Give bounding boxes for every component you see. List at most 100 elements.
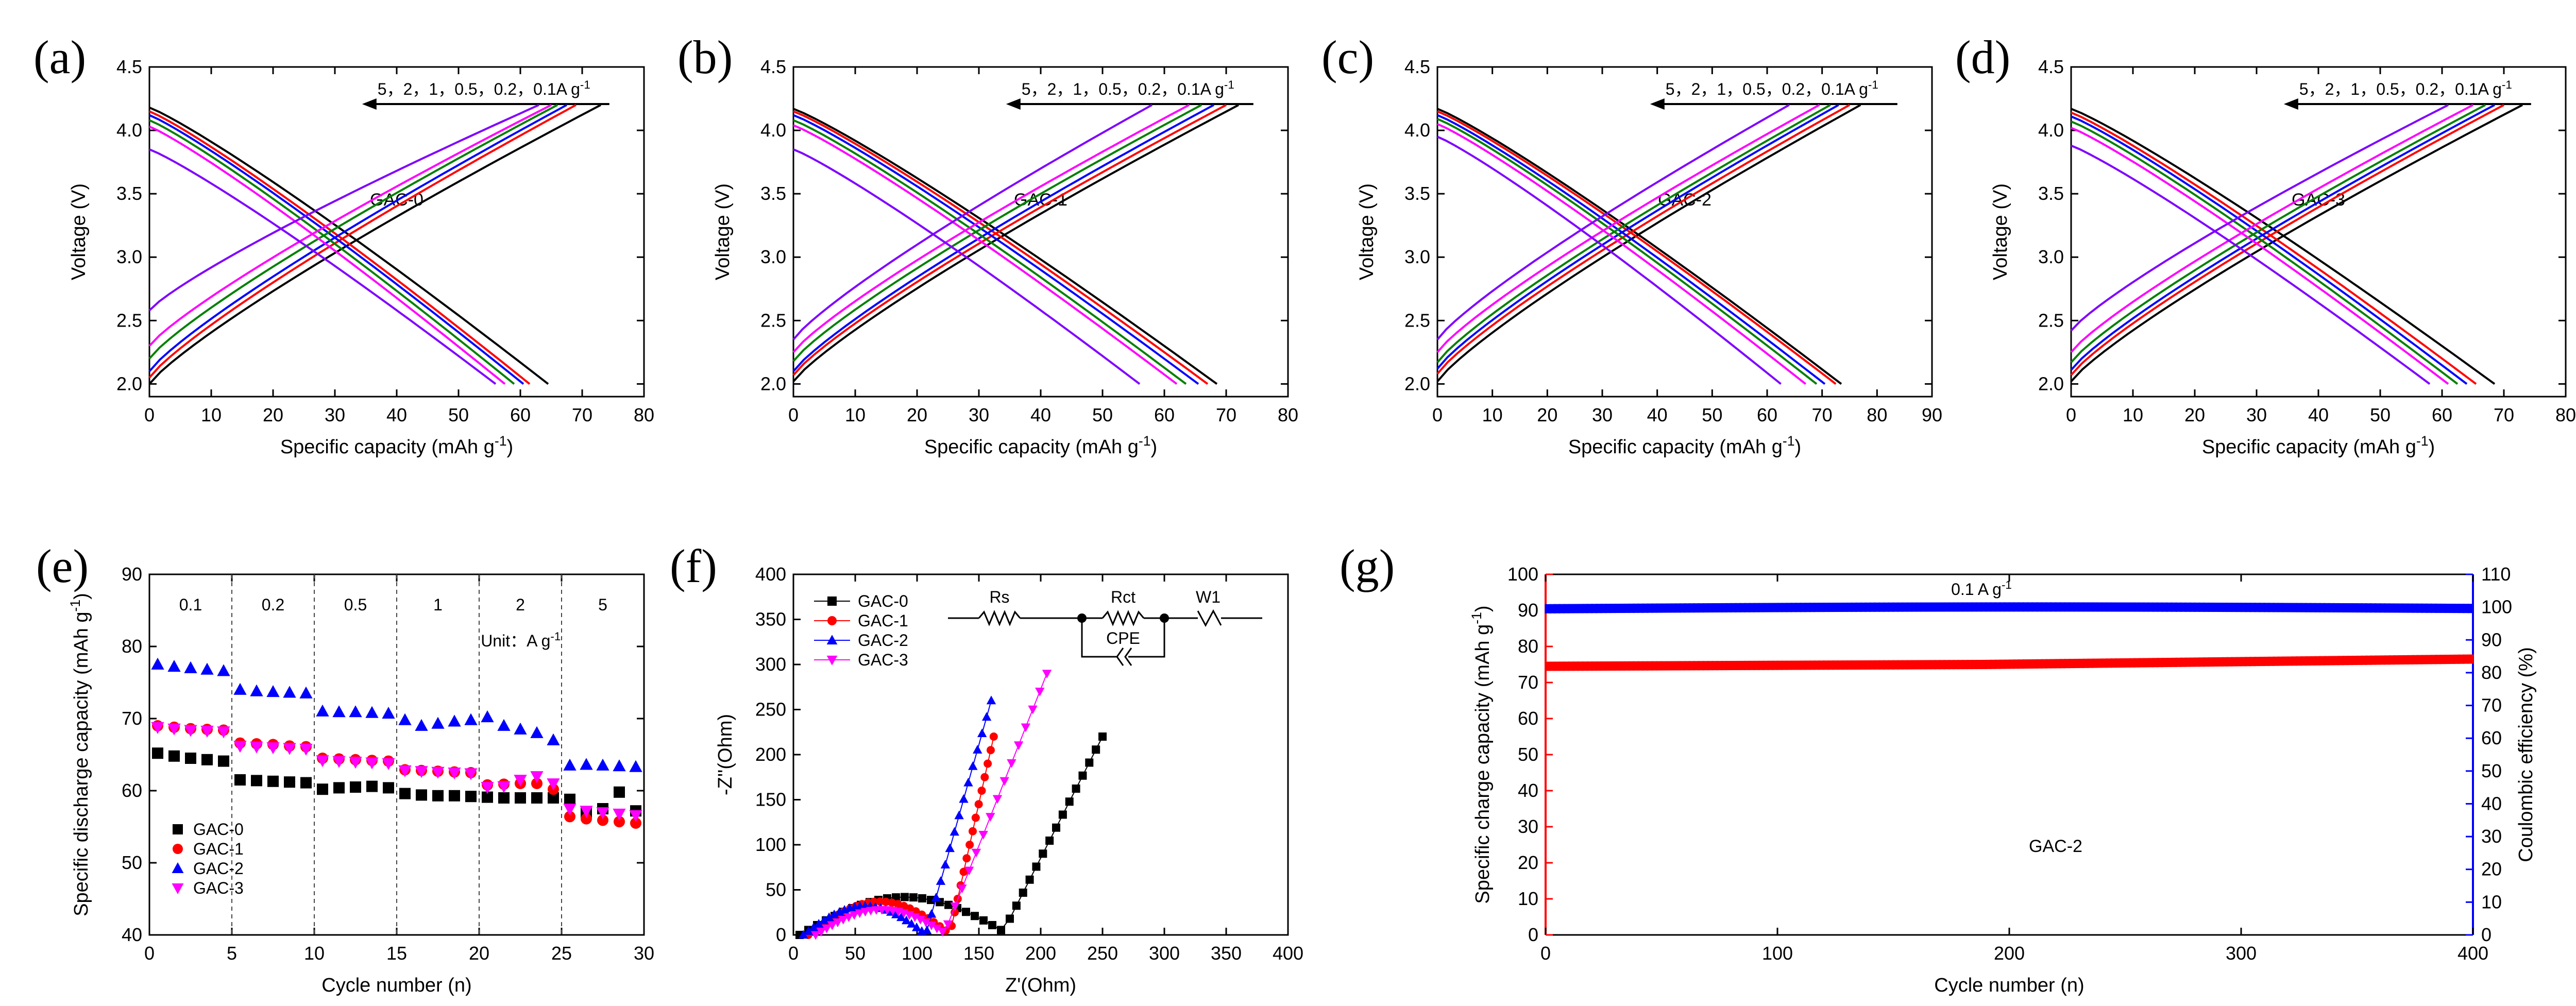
panel-e-point-GAC-3 (563, 804, 577, 816)
panel-f-point-GAC-2 (829, 909, 839, 918)
panel-f-point-GAC-1 (986, 746, 995, 755)
panel-e-point-GAC-3 (629, 810, 642, 822)
panel-b-rate-arrowhead (1006, 98, 1021, 110)
panel-e-point-GAC-3 (596, 807, 609, 820)
panel-f-point-GAC-2 (968, 761, 978, 770)
panel-f-ytick-label: 200 (755, 744, 786, 765)
panel-e-point-GAC-3 (283, 743, 296, 755)
panel-g-capacity-point (2467, 654, 2474, 664)
panel-e-point-GAC-2 (382, 707, 395, 719)
panel-c-charge-curve-0.1 (1436, 104, 1861, 382)
panel-e-point-GAC-3 (233, 741, 247, 753)
panel-e-point-GAC-3 (448, 768, 461, 780)
panel-d-xtick-label: 10 (2123, 404, 2143, 425)
panel-f-point-GAC-1 (989, 732, 998, 741)
panel-f-point-GAC-2 (896, 912, 906, 922)
panel-e-point-GAC-0 (234, 774, 246, 786)
panel-b-xtick-label: 40 (1030, 404, 1051, 425)
panel-e-point-GAC-2 (530, 726, 544, 738)
panel-f-circuit-w-label: W1 (1196, 588, 1221, 606)
panel-e-point-GAC-3 (365, 757, 379, 770)
panel-d-discharge-curve-0.5 (2071, 115, 2468, 385)
panel-f-point-GAC-1 (971, 813, 980, 822)
panel-a-xtick-label: 50 (448, 404, 469, 425)
panel-c-discharge-curve-0.1 (1437, 108, 1842, 385)
panel-d-ytick-label: 4.5 (2038, 56, 2064, 77)
panel-c-discharge-curve-2 (1437, 123, 1806, 385)
panel-d-xtick-label: 20 (2184, 404, 2205, 425)
panel-g-efficiency-point (2467, 604, 2474, 613)
panel-f-point-GAC-0 (1006, 914, 1014, 923)
panel-g-ytick-label-left: 30 (1518, 816, 1538, 837)
panel-f-point-GAC-2 (819, 915, 829, 925)
panel-f-xtick-label: 0 (788, 943, 799, 964)
panel-f-point-GAC-2 (907, 918, 917, 928)
panel-b-discharge-curve-0.5 (793, 114, 1199, 385)
panel-a-ytick-label: 3.0 (116, 246, 142, 267)
panel-c-discharge-curve-0.2 (1437, 110, 1837, 385)
panel-f-point-GAC-3 (1035, 688, 1045, 696)
panel-f-circuit-wire (1081, 618, 1118, 658)
panel-e-xtick-label: 20 (469, 943, 489, 964)
panel-f-point-GAC-2 (940, 860, 951, 868)
panel-f-point-GAC-3 (986, 813, 995, 822)
panel-f-point-GAC-3 (816, 928, 826, 937)
panel-f-point-GAC-3 (950, 902, 960, 911)
panel-e-rate-label: 5 (598, 595, 607, 614)
panel-b-discharge-curve-2 (793, 124, 1178, 385)
panel-f-point-GAC-3 (904, 911, 914, 920)
panel-e-point-GAC-3 (530, 771, 544, 783)
panel-e-point-GAC-0 (432, 790, 444, 802)
panel-f-point-GAC-0 (971, 912, 979, 920)
panel-e-point-GAC-1 (531, 778, 543, 789)
panel-c-xtick-label: 0 (1432, 404, 1443, 425)
panel-f-point-GAC-0 (1072, 785, 1080, 793)
panel-a-ytick-label: 4.0 (116, 120, 142, 141)
panel-f-point-GAC-2 (959, 794, 969, 803)
panel-g-ytick-label-left: 50 (1518, 744, 1538, 765)
panel-a-ytick-label: 3.5 (116, 183, 142, 204)
panel-d-ylabel: Voltage (V) (1990, 183, 2011, 280)
panel-f-point-GAC-2 (922, 925, 932, 934)
panel-e-point-GAC-3 (299, 743, 313, 756)
panel-e-point-GAC-0 (399, 788, 411, 799)
panel-a-xtick-label: 0 (144, 404, 155, 425)
panel-f-point-GAC-1 (980, 773, 989, 781)
panel-f-circuit-rct-label: Rct (1111, 588, 1136, 606)
panel-d-ytick-label: 4.0 (2038, 120, 2064, 141)
panel-e-legend-label-GAC-0: GAC-0 (193, 820, 244, 839)
panel-e-rate-label: 2 (516, 595, 525, 614)
panel-f-point-GAC-0 (962, 908, 970, 916)
panel-e-point-GAC-0 (168, 750, 180, 762)
panel-e-point-GAC-0 (317, 783, 328, 795)
panel-f-point-GAC-0 (909, 893, 918, 902)
panel-f-legend-marker-GAC-0 (827, 596, 837, 606)
panel-e-xtick-label: 10 (304, 943, 325, 964)
panel-e-point-GAC-3 (580, 806, 593, 818)
panel-f-legend-label-GAC-0: GAC-0 (858, 592, 908, 610)
panel-e-point-GAC-2 (481, 710, 494, 723)
panel-d-charge-curve-2 (2070, 104, 2473, 353)
panel-e-point-GAC-0 (366, 780, 378, 792)
panel-f-circuit-cpe-label: CPE (1106, 629, 1140, 647)
panel-f-point-GAC-3 (926, 922, 937, 930)
panel-c-xtick-label: 60 (1757, 404, 1777, 425)
panel-f-point-GAC-2 (981, 712, 992, 721)
panel-g-ytick-label-right: 50 (2481, 760, 2502, 781)
panel-f-point-GAC-0 (1045, 837, 1054, 845)
panel-f-line-GAC-3 (815, 673, 1047, 935)
panel-e-point-GAC-3 (514, 775, 527, 787)
panel-f-legend-label-GAC-2: GAC-2 (858, 631, 908, 650)
panel-b-charge-curve-0.1 (792, 104, 1239, 382)
panel-e-point-GAC-3 (167, 723, 181, 736)
panel-f-point-GAC-3 (1007, 759, 1016, 768)
panel-e-point-GAC-2 (266, 685, 280, 697)
panel-f-point-GAC-0 (1085, 758, 1094, 767)
panel-e-point-GAC-1 (564, 811, 575, 823)
panel-d-xtick-label: 50 (2370, 404, 2391, 425)
panel-b-letter: (b) (677, 31, 733, 83)
panel-f-point-GAC-1 (876, 897, 884, 906)
panel-c-ytick-label: 4.0 (1404, 120, 1430, 141)
panel-d-charge-curve-0.2 (2070, 104, 2504, 376)
panel-f-xtick-label: 100 (902, 943, 933, 964)
